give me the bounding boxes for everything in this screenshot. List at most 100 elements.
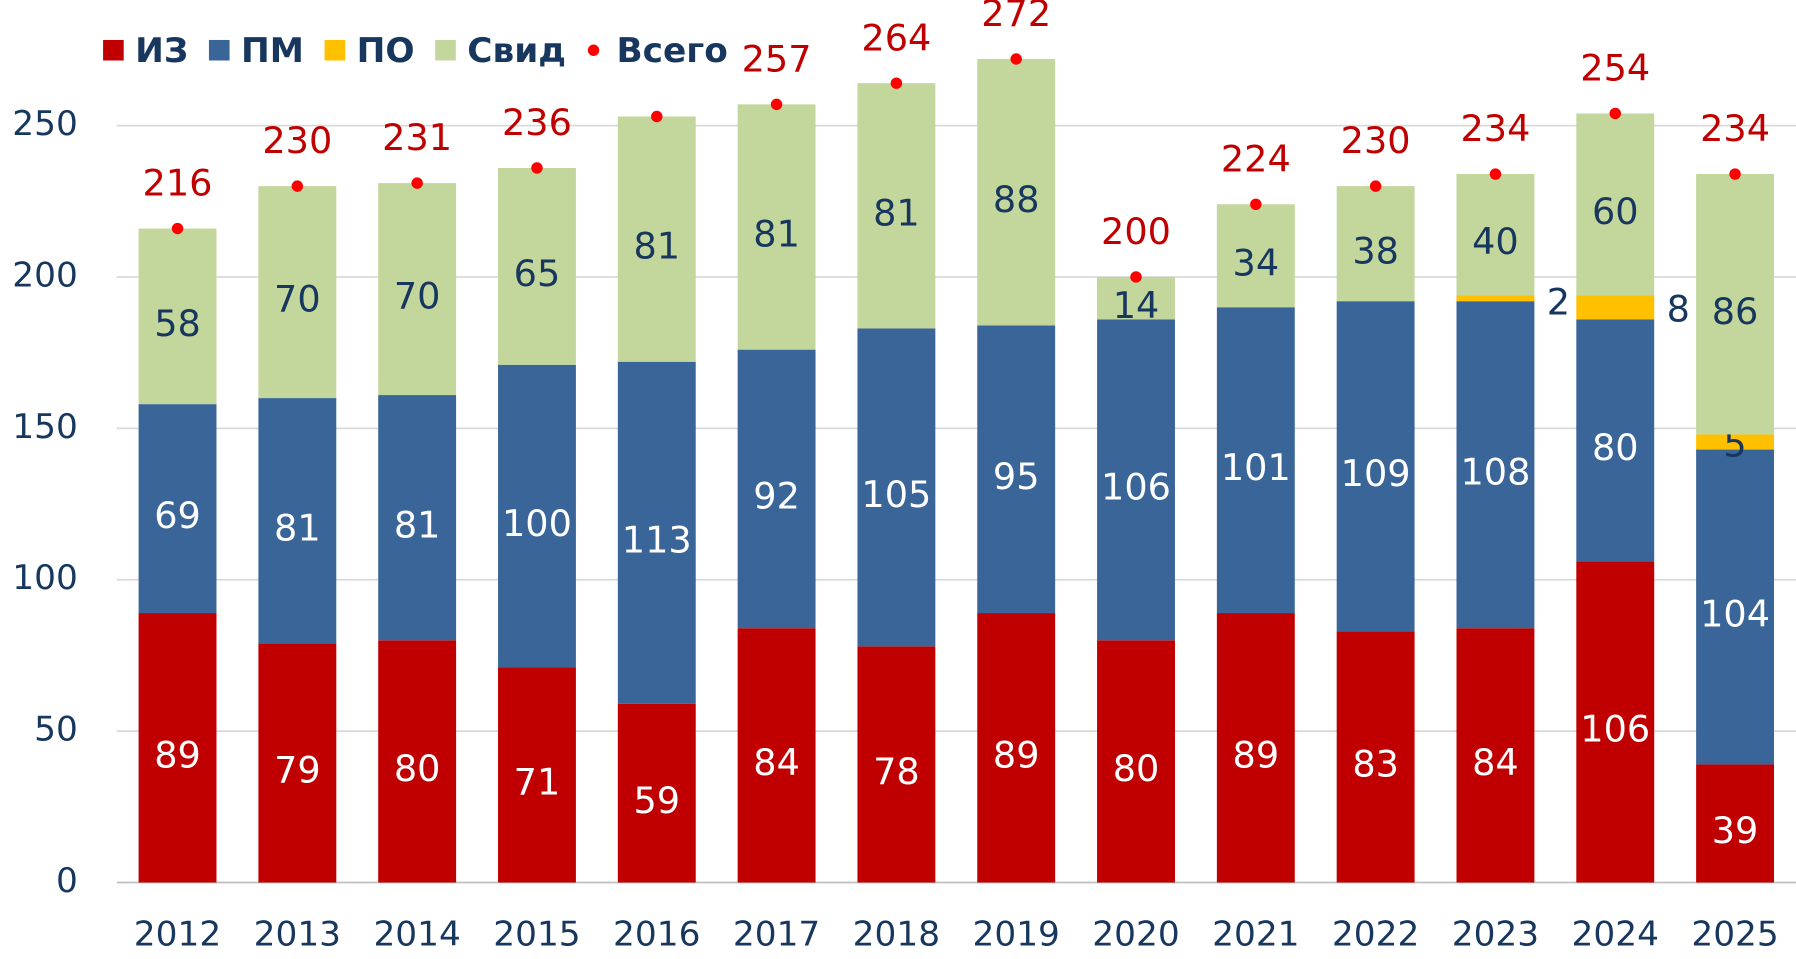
bar-segment [498,167,576,365]
legend-label: Свид [467,31,566,71]
data-label: 2 [1547,281,1570,324]
total-label: 216 [143,162,213,205]
bar-segment [378,183,457,396]
x-tick-label: 2013 [254,915,341,955]
data-label: 81 [394,503,441,546]
bar-segment [857,328,936,647]
total-label: 257 [742,38,812,81]
bar-segment [1576,295,1655,320]
bar-segment [737,104,816,350]
bar-segment [1696,434,1775,450]
bar-segment [737,628,816,883]
total-marker [291,180,304,192]
data-label: 58 [154,302,201,345]
data-label: 80 [394,747,441,790]
x-tick-label: 2015 [493,915,580,955]
data-label: 113 [622,518,692,561]
total-label: 254 [1580,47,1650,90]
bar-segment [1336,631,1415,883]
data-label: 80 [1113,747,1160,790]
data-label: 71 [514,761,561,804]
data-label: 106 [1580,708,1650,751]
bar-segment [378,395,457,641]
bar-segment [1097,276,1175,320]
data-label: 70 [274,278,321,321]
total-label: 224 [1221,137,1291,180]
bar-segment [498,667,576,883]
bar-segment [1456,301,1535,629]
bar-segment [617,361,696,704]
data-label: 39 [1712,809,1759,852]
total-marker [890,77,903,89]
x-tick-label: 2012 [134,915,221,955]
bar-segment [1576,319,1655,562]
data-label: 40 [1472,220,1519,263]
data-label: 106 [1101,465,1171,508]
data-label: 81 [274,506,321,549]
data-label: 60 [1592,190,1639,233]
data-label: 104 [1700,593,1770,636]
bar-segment [1696,764,1775,883]
total-marker [770,98,783,111]
data-label: 83 [1352,743,1399,786]
bar-segment [1456,628,1535,883]
bar-segment [1097,319,1175,641]
total-marker [1729,168,1741,180]
x-tick-label: 2021 [1212,915,1299,955]
total-label: 230 [262,119,332,162]
data-label: 38 [1352,229,1399,272]
bar-segment [617,116,696,362]
total-marker [411,177,423,189]
x-tick-label: 2020 [1092,915,1179,955]
bar-segment [857,646,936,883]
bar-segment [1576,561,1655,883]
legend-label: ИЗ [135,31,188,71]
data-label: 101 [1221,446,1291,489]
data-label: 109 [1341,452,1411,495]
bar-segment [857,83,936,329]
legend-marker [587,44,600,56]
total-marker [171,222,184,235]
total-marker [1250,198,1262,211]
bar-segment [1216,204,1295,308]
x-tick-label: 2024 [1572,915,1659,955]
bar-segment [498,364,576,668]
total-marker [1010,53,1022,65]
legend-swatch [324,39,346,61]
y-tick-label: 200 [12,256,78,296]
data-label: 108 [1460,450,1530,493]
data-label: 84 [1472,741,1519,784]
bar-segment [737,349,816,629]
bar-segment [138,613,217,883]
data-label: 92 [753,475,800,518]
y-tick-label: 100 [12,558,78,598]
data-label: 100 [502,502,572,545]
x-tick-label: 2017 [733,915,820,955]
data-label: 8 [1667,288,1690,331]
data-label: 89 [1233,733,1280,776]
x-tick-label: 2025 [1691,915,1778,955]
y-tick-label: 250 [12,104,78,144]
y-tick-label: 0 [56,861,78,901]
total-marker [1489,168,1502,180]
data-label: 65 [514,252,561,295]
bar-segment [617,703,696,883]
data-label: 88 [993,178,1040,221]
data-label: 86 [1712,290,1759,333]
y-tick-label: 150 [12,407,78,447]
total-label: 234 [1460,107,1530,150]
bar-segment [1336,186,1415,302]
x-tick-label: 2018 [853,915,940,955]
legend-label: ПО [357,31,415,71]
data-label: 34 [1233,241,1280,284]
data-label: 80 [1592,426,1639,469]
total-label: 230 [1341,119,1411,162]
data-label: 81 [633,225,680,268]
bar-segment [1576,113,1655,296]
total-marker [1130,271,1142,283]
total-marker [651,110,663,123]
x-tick-label: 2023 [1452,915,1539,955]
total-label: 236 [502,101,572,144]
total-label: 272 [981,0,1051,35]
data-label: 81 [873,191,920,234]
